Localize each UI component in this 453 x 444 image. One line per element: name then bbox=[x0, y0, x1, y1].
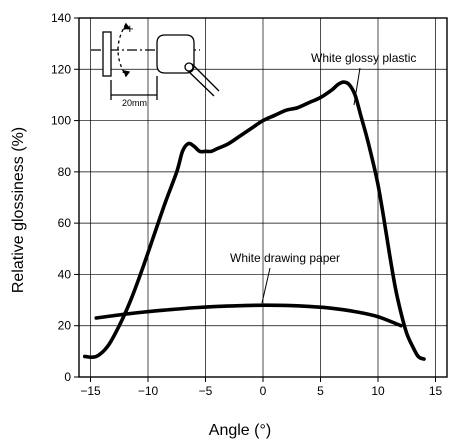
x-axis-label: Angle (°) bbox=[209, 422, 271, 439]
x-tick-label: −15 bbox=[80, 384, 101, 398]
x-tick-label: 10 bbox=[371, 384, 385, 398]
inset-handle-a bbox=[184, 67, 215, 97]
y-tick-label: 40 bbox=[58, 267, 72, 281]
series-group bbox=[82, 80, 426, 361]
y-tick-label: 60 bbox=[58, 216, 72, 230]
y-tick-label: 80 bbox=[58, 165, 72, 179]
inset-handle-b bbox=[191, 63, 220, 92]
inset-pivot bbox=[184, 62, 194, 72]
inset-dimension-label: 20mm bbox=[122, 98, 147, 108]
y-ticks: 0 20 40 60 80 100 120 140 bbox=[51, 11, 79, 384]
y-tick-label: 20 bbox=[58, 319, 72, 333]
annotation-glossy-plastic-leader bbox=[353, 67, 361, 106]
inset-plus-sign: + bbox=[126, 21, 134, 36]
series-line-white-glossy-plastic bbox=[82, 80, 426, 361]
x-ticks: −15 −10 −5 0 5 10 15 bbox=[80, 377, 442, 398]
measurement-setup-diagram bbox=[91, 22, 220, 100]
x-tick-label: 15 bbox=[429, 384, 443, 398]
annotation-drawing-paper-leader bbox=[261, 267, 271, 304]
plot-frame bbox=[78, 17, 448, 378]
inset-minus-sign: − bbox=[122, 65, 130, 80]
annotation-drawing-paper: White drawing paper bbox=[230, 251, 340, 265]
inset-sample-plate bbox=[102, 31, 112, 77]
y-tick-label: 120 bbox=[51, 62, 71, 76]
y-axis-label: Relative glossiness (%) bbox=[10, 127, 27, 293]
inset-meter-head bbox=[156, 34, 195, 74]
x-tick-label: 5 bbox=[317, 384, 324, 398]
x-tick-label: 0 bbox=[260, 384, 267, 398]
x-tick-label: −5 bbox=[199, 384, 213, 398]
inset-arrow-up bbox=[122, 22, 131, 30]
y-tick-label: 100 bbox=[51, 114, 71, 128]
inset-arrow-down bbox=[122, 70, 131, 78]
series-line-white-drawing-paper bbox=[94, 303, 403, 328]
x-tick-label: −10 bbox=[138, 384, 159, 398]
y-tick-label: 0 bbox=[64, 370, 71, 384]
annotation-glossy-plastic: White glossy plastic bbox=[311, 51, 416, 65]
y-tick-label: 140 bbox=[51, 11, 71, 25]
